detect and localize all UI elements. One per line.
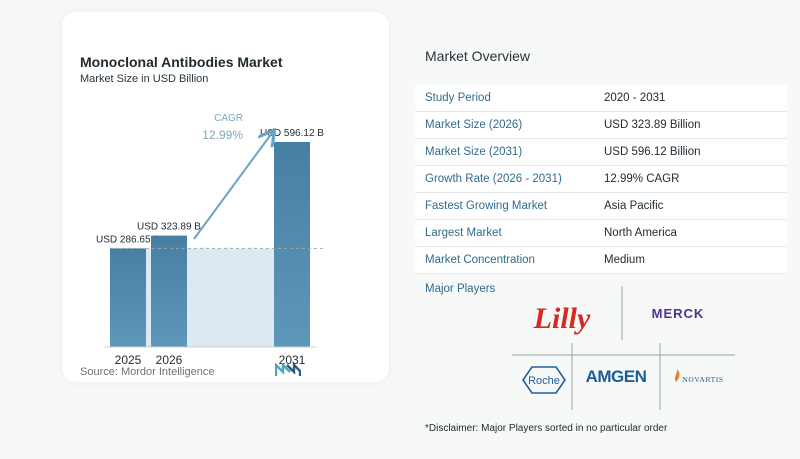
row-key: Study Period [415, 85, 594, 112]
amgen-logo: AMGEN [586, 367, 647, 386]
source-note: Source: Mordor Intelligence [80, 366, 215, 378]
disclaimer: *Disclaimer: Major Players sorted in no … [425, 423, 668, 434]
table-row: Fastest Growing Market Asia Pacific [415, 192, 787, 220]
row-value: Asia Pacific [594, 192, 787, 220]
row-key: Market Concentration [415, 246, 594, 274]
table-row: Study Period 2020 - 2031 [415, 85, 787, 112]
cagr-label: CAGR [214, 113, 243, 124]
row-value: USD 596.12 Billion [594, 138, 787, 166]
bar-2031 [274, 142, 310, 347]
major-players-label: Major Players [425, 283, 496, 295]
row-key: Largest Market [415, 219, 594, 247]
row-value: North America [594, 219, 787, 247]
overview-table: Study Period 2020 - 2031 Market Size (20… [415, 85, 787, 274]
row-value: USD 323.89 Billion [594, 111, 787, 139]
overview-panel: Market Overview Study Period 2020 - 2031… [415, 0, 800, 459]
row-key: Market Size (2031) [415, 138, 594, 166]
table-row: Largest Market North America [415, 219, 787, 247]
data-label-2025: USD 286.65 B [96, 234, 160, 245]
table-row: Market Size (2031) USD 596.12 Billion [415, 138, 787, 166]
row-key: Growth Rate (2026 - 2031) [415, 165, 594, 193]
merck-logo: MERCK [652, 306, 705, 321]
data-label-2026: USD 323.89 B [137, 222, 201, 233]
table-row: Market Concentration Medium [415, 246, 787, 274]
row-value: Medium [594, 246, 787, 274]
row-value: 2020 - 2031 [594, 85, 787, 112]
chart-title: Monoclonal Antibodies Market [80, 54, 283, 70]
bar-2025 [110, 248, 146, 347]
table-row: Growth Rate (2026 - 2031) 12.99% CAGR [415, 165, 787, 193]
bar-2026 [151, 235, 187, 347]
novartis-logo: NOVARTIS [682, 375, 723, 384]
cagr-arrow [193, 133, 272, 240]
row-value: 12.99% CAGR [594, 165, 787, 193]
overview-title: Market Overview [425, 48, 531, 64]
chart-card: Monoclonal Antibodies Market Market Size… [62, 12, 389, 382]
table-row: Market Size (2026) USD 323.89 Billion [415, 111, 787, 139]
novartis-flame-icon [675, 369, 680, 382]
x-tick-2031: 2031 [279, 353, 306, 367]
row-key: Market Size (2026) [415, 111, 594, 139]
bar-chart: USD 286.65 B 2025 USD 323.89 B 2026 USD 596.… [96, 113, 324, 367]
mordor-logo-icon [275, 363, 301, 376]
roche-logo: Roche [528, 375, 560, 387]
data-label-2031: USD 596.12 B [260, 128, 324, 139]
chart-subtitle: Market Size in USD Billion [80, 73, 209, 85]
lilly-logo: Lilly [533, 302, 591, 335]
x-tick-2025: 2025 [115, 353, 142, 367]
x-tick-2026: 2026 [156, 353, 183, 367]
cagr-value: 12.99% [202, 128, 243, 142]
major-players-logos: Lilly MERCK Roche AMGEN NOVARTIS [512, 286, 735, 410]
row-key: Fastest Growing Market [415, 192, 594, 220]
roche-hexagon-icon [522, 366, 566, 394]
